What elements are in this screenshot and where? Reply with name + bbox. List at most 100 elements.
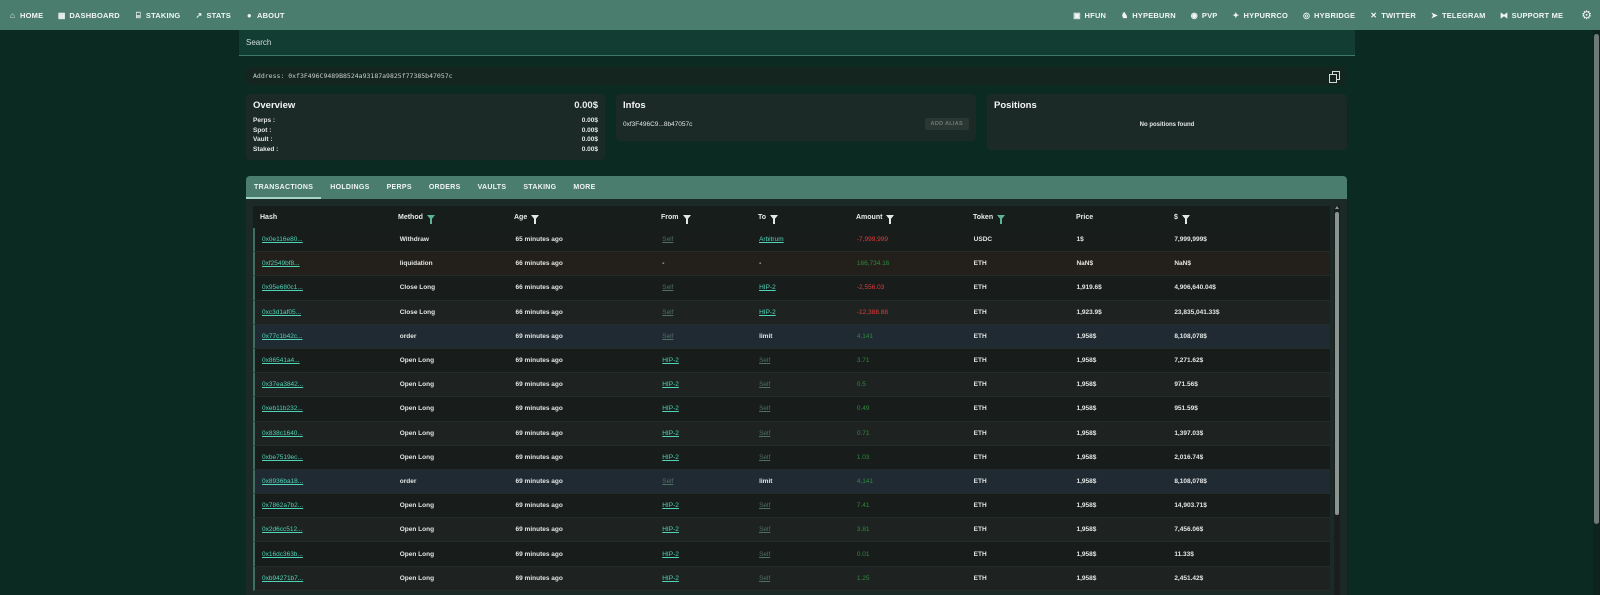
- gear-icon[interactable]: ⚙: [1581, 8, 1592, 22]
- cell-hash[interactable]: 0xbe7519ec...: [262, 453, 303, 461]
- nav-pvp[interactable]: ◉ PVP: [1190, 11, 1218, 20]
- add-alias-button[interactable]: ADD ALIAS: [924, 118, 969, 130]
- cell-hash[interactable]: 0x16dc363b...: [262, 550, 303, 558]
- filter-icon[interactable]: [770, 214, 779, 224]
- cell-to[interactable]: Self: [759, 526, 771, 534]
- column-header-to[interactable]: To: [751, 214, 849, 224]
- copy-icon[interactable]: [1329, 71, 1340, 83]
- filter-icon[interactable]: [997, 214, 1006, 224]
- cell-from[interactable]: Self: [662, 332, 674, 340]
- filter-icon[interactable]: [531, 214, 540, 224]
- cell-token: ETH: [973, 381, 987, 389]
- nav-hfun[interactable]: ▣ HFUN: [1073, 11, 1107, 20]
- cell-price: 1,958$: [1076, 574, 1097, 582]
- column-header-price[interactable]: Price: [1069, 214, 1167, 221]
- nav-telegram[interactable]: ➤ TELEGRAM: [1430, 11, 1486, 20]
- cell-to[interactable]: Self: [759, 357, 771, 365]
- cell-from[interactable]: HIP-2: [662, 550, 679, 558]
- cell-hash[interactable]: 0xeb11b232...: [262, 405, 303, 413]
- nav-hypeburn[interactable]: ♞ HYPEBURN: [1120, 11, 1176, 20]
- cell-from[interactable]: HIP-2: [662, 574, 679, 582]
- cell-from[interactable]: HIP-2: [662, 502, 679, 510]
- table-scrollbar-thumb[interactable]: [1335, 212, 1339, 515]
- cell-to[interactable]: Self: [759, 429, 771, 437]
- nav-staking[interactable]: ⌸ STAKING: [134, 11, 181, 20]
- search-input[interactable]: Search: [239, 30, 1355, 56]
- nav-home[interactable]: ⌂ HOME: [8, 11, 43, 20]
- table-header: Hash Method Age From To Amount Token Price $: [253, 206, 1330, 228]
- support-icon: ⧓: [1500, 10, 1509, 20]
- column-header-hash[interactable]: Hash: [253, 214, 391, 221]
- tab-staking[interactable]: STAKING: [523, 184, 557, 191]
- tab-perps[interactable]: PERPS: [386, 184, 412, 191]
- overview-title: Overview: [253, 100, 296, 111]
- nav-about[interactable]: ● ABOUT: [245, 11, 285, 20]
- cell-to[interactable]: Self: [759, 405, 771, 413]
- filter-icon[interactable]: [426, 214, 435, 224]
- cell-to[interactable]: Arbitrum: [759, 236, 784, 244]
- column-header-amount[interactable]: Amount: [849, 214, 966, 224]
- cell-amount: 3.81: [856, 526, 870, 534]
- tab-vaults[interactable]: VAULTS: [477, 184, 507, 191]
- cell-from[interactable]: HIP-2: [662, 381, 679, 389]
- cell-from[interactable]: HIP-2: [662, 357, 679, 365]
- cell-age: 66 minutes ago: [515, 260, 563, 268]
- cell-to[interactable]: Self: [759, 453, 771, 461]
- cell-hash[interactable]: 0xf2549bf8...: [262, 260, 300, 268]
- cell-from[interactable]: HIP-2: [662, 453, 679, 461]
- cell-hash[interactable]: 0x2d6cc512...: [262, 526, 303, 534]
- cell-from[interactable]: HIP-2: [662, 405, 679, 413]
- nav-hypurrco[interactable]: ✦ HYPURRCO: [1232, 11, 1289, 20]
- filter-icon[interactable]: [682, 214, 691, 224]
- cell-from[interactable]: HIP-2: [662, 526, 679, 534]
- column-header-age[interactable]: Age: [507, 214, 654, 224]
- cell-hash[interactable]: 0x0e116e80...: [262, 236, 303, 244]
- column-header-method[interactable]: Method: [391, 214, 507, 224]
- cell-from[interactable]: HIP-2: [662, 429, 679, 437]
- cell-from[interactable]: Self: [662, 477, 674, 485]
- cell-to[interactable]: Self: [759, 574, 771, 582]
- cell-hash[interactable]: 0x95e680c1...: [262, 284, 303, 292]
- cell-from[interactable]: Self: [662, 236, 674, 244]
- tab-transactions[interactable]: TRANSACTIONS: [245, 176, 322, 199]
- cell-from[interactable]: Self: [662, 284, 674, 292]
- cell-hash[interactable]: 0x8936ba18...: [262, 477, 304, 485]
- grid-icon: ▦: [57, 10, 66, 20]
- filter-icon[interactable]: [1181, 214, 1190, 224]
- cell-to[interactable]: Self: [759, 550, 771, 558]
- filter-icon[interactable]: [886, 214, 895, 224]
- column-header-token[interactable]: Token: [966, 214, 1069, 224]
- page-scrollbar-thumb[interactable]: [1594, 34, 1599, 524]
- cell-hash[interactable]: 0x838c1640...: [262, 429, 303, 437]
- cell-hash[interactable]: 0x77c1b42c...: [262, 332, 303, 340]
- cell-to[interactable]: HIP-2: [759, 308, 776, 316]
- tab-more[interactable]: MORE: [573, 184, 596, 191]
- nav-label: ABOUT: [256, 10, 285, 20]
- infos-title: Infos: [623, 100, 646, 111]
- table-scrollbar[interactable]: [1334, 206, 1340, 595]
- nav-support-me[interactable]: ⧓ SUPPORT ME: [1500, 11, 1564, 20]
- cell-hash[interactable]: 0xb94271b7...: [262, 574, 304, 582]
- scroll-up-arrow[interactable]: [1335, 206, 1339, 209]
- tab-orders[interactable]: ORDERS: [428, 184, 461, 191]
- overview-label: Vault :: [253, 136, 273, 143]
- cell-from[interactable]: Self: [662, 308, 674, 316]
- cell-usd: 14,903.71$: [1174, 502, 1207, 510]
- nav-dashboard[interactable]: ▦ DASHBOARD: [57, 11, 120, 20]
- cell-to[interactable]: Self: [759, 381, 771, 389]
- nav-hybridge[interactable]: ◎ HYBRIDGE: [1302, 11, 1355, 20]
- cell-hash[interactable]: 0x86541a4...: [262, 357, 300, 365]
- cell-hash[interactable]: 0x7862a7b2...: [262, 502, 304, 510]
- tab-holdings[interactable]: HOLDINGS: [330, 184, 370, 191]
- cell-to[interactable]: HIP-2: [759, 284, 776, 292]
- column-header-usd[interactable]: $: [1167, 214, 1330, 224]
- column-header-from[interactable]: From: [654, 214, 751, 224]
- page-scrollbar[interactable]: [1593, 30, 1600, 595]
- table-row: 0x86541a4... Open Long 69 minutes ago HIP-2…: [253, 348, 1330, 374]
- cell-hash[interactable]: 0x37ea3842...: [262, 381, 304, 389]
- nav-twitter[interactable]: ✕ TWITTER: [1369, 11, 1416, 20]
- cell-to[interactable]: Self: [759, 502, 771, 510]
- nav-stats[interactable]: ↗ STATS: [194, 11, 231, 20]
- cell-amount: 4,141: [856, 477, 874, 485]
- cell-hash[interactable]: 0xc3d1af05...: [262, 308, 302, 316]
